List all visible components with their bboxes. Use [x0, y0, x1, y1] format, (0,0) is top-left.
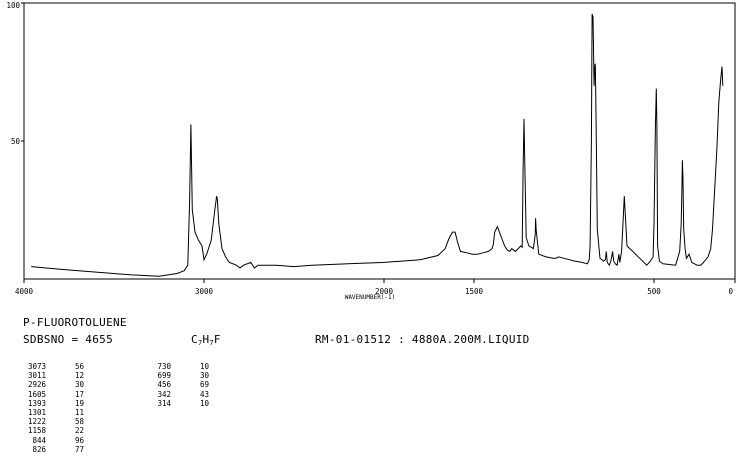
- peak-wavenumber: 2926: [27, 380, 46, 390]
- peak-wavenumber: 699: [157, 371, 171, 381]
- peak-intensity: 58: [74, 417, 84, 427]
- peak-wavenumber: 1393: [27, 398, 46, 408]
- x-axis-label: WAVENUMBER(-1): [345, 294, 396, 301]
- peak-row: 342 43: [145, 390, 209, 399]
- x-tick-label: 4000: [15, 287, 34, 296]
- peak-intensity: 17: [74, 389, 84, 399]
- peak-wavenumber: 314: [157, 398, 171, 408]
- peak-wavenumber: 456: [157, 380, 171, 390]
- formula-h: H: [202, 333, 210, 346]
- x-tick-label: 3000: [195, 287, 214, 296]
- peak-intensity: 10: [199, 362, 209, 371]
- peak-intensity: 10: [199, 398, 209, 408]
- peak-wavenumber: 844: [32, 435, 46, 445]
- peak-row: 1222 58: [20, 417, 84, 426]
- axis-ticks: [21, 2, 736, 283]
- peak-table-column-1: 3073 56 3011 12 2926 30 1605 17 1393 19 1301 11 1222…: [20, 362, 84, 454]
- peak-row: 1158 22: [20, 426, 84, 435]
- peak-wavenumber: 826: [32, 444, 46, 454]
- peak-intensity: 96: [74, 435, 84, 445]
- peak-wavenumber: 3073: [27, 362, 46, 371]
- formula-h-count: 7: [209, 339, 214, 347]
- molecular-formula: C7H7F: [191, 333, 221, 347]
- formula-f: F: [213, 333, 221, 346]
- peak-row: 314 10: [145, 399, 209, 408]
- peak-intensity: 56: [74, 362, 84, 371]
- peak-intensity: 12: [74, 371, 84, 381]
- peak-wavenumber: 1605: [27, 389, 46, 399]
- peak-intensity: 69: [199, 380, 209, 390]
- peak-row: 826 77: [20, 445, 84, 454]
- x-tick-label: 1500: [465, 287, 484, 296]
- compound-name: P-FLUOROTOLUENE: [23, 316, 127, 329]
- peak-wavenumber: 3011: [27, 371, 46, 381]
- peak-intensity: 11: [74, 408, 84, 418]
- formula-c-count: 7: [197, 339, 203, 347]
- peak-row: 3073 56: [20, 362, 84, 371]
- plot-frame: [23, 2, 736, 280]
- formula-c: C: [191, 333, 198, 346]
- peak-row: 730 10: [145, 362, 209, 371]
- peak-intensity: 30: [74, 380, 84, 390]
- spectrum-line: [31, 13, 724, 277]
- peak-table-column-2: 730 10 699 30 456 69 342 43 314 10: [145, 362, 209, 408]
- peak-row: 3011 12: [20, 371, 84, 380]
- peak-wavenumber: 1158: [27, 426, 46, 436]
- y-tick-label: 50: [11, 137, 21, 146]
- peak-row: 1605 17: [20, 390, 84, 399]
- peak-row: 456 69: [145, 380, 209, 389]
- x-tick-label: 500: [647, 287, 661, 296]
- peak-row: 1393 19: [20, 399, 84, 408]
- x-tick-label: 2000: [375, 287, 394, 296]
- y-tick-label: 100: [6, 1, 20, 10]
- peak-wavenumber: 342: [157, 389, 171, 399]
- peak-row: 1301 11: [20, 408, 84, 417]
- peak-intensity: 30: [199, 371, 209, 381]
- peak-intensity: 22: [74, 426, 84, 436]
- peak-row: 844 96: [20, 436, 84, 445]
- peak-intensity: 43: [199, 389, 209, 399]
- x-tick-label: 0: [728, 287, 733, 296]
- peak-wavenumber: 1301: [27, 408, 46, 418]
- peak-row: 699 30: [145, 371, 209, 380]
- measurement-conditions: RM-01-01512 : 4880A.200M.LIQUID: [315, 333, 530, 346]
- sdbs-number: SDBSNO = 4655: [23, 333, 113, 346]
- peak-row: 2926 30: [20, 380, 84, 389]
- axis-tick-labels: 4000 3000 2000 1500 500 0 50 100: [6, 1, 733, 296]
- peak-intensity: 19: [74, 398, 84, 408]
- peak-intensity: 77: [74, 444, 84, 454]
- peak-wavenumber: 1222: [27, 417, 46, 427]
- peak-wavenumber: 730: [157, 362, 171, 371]
